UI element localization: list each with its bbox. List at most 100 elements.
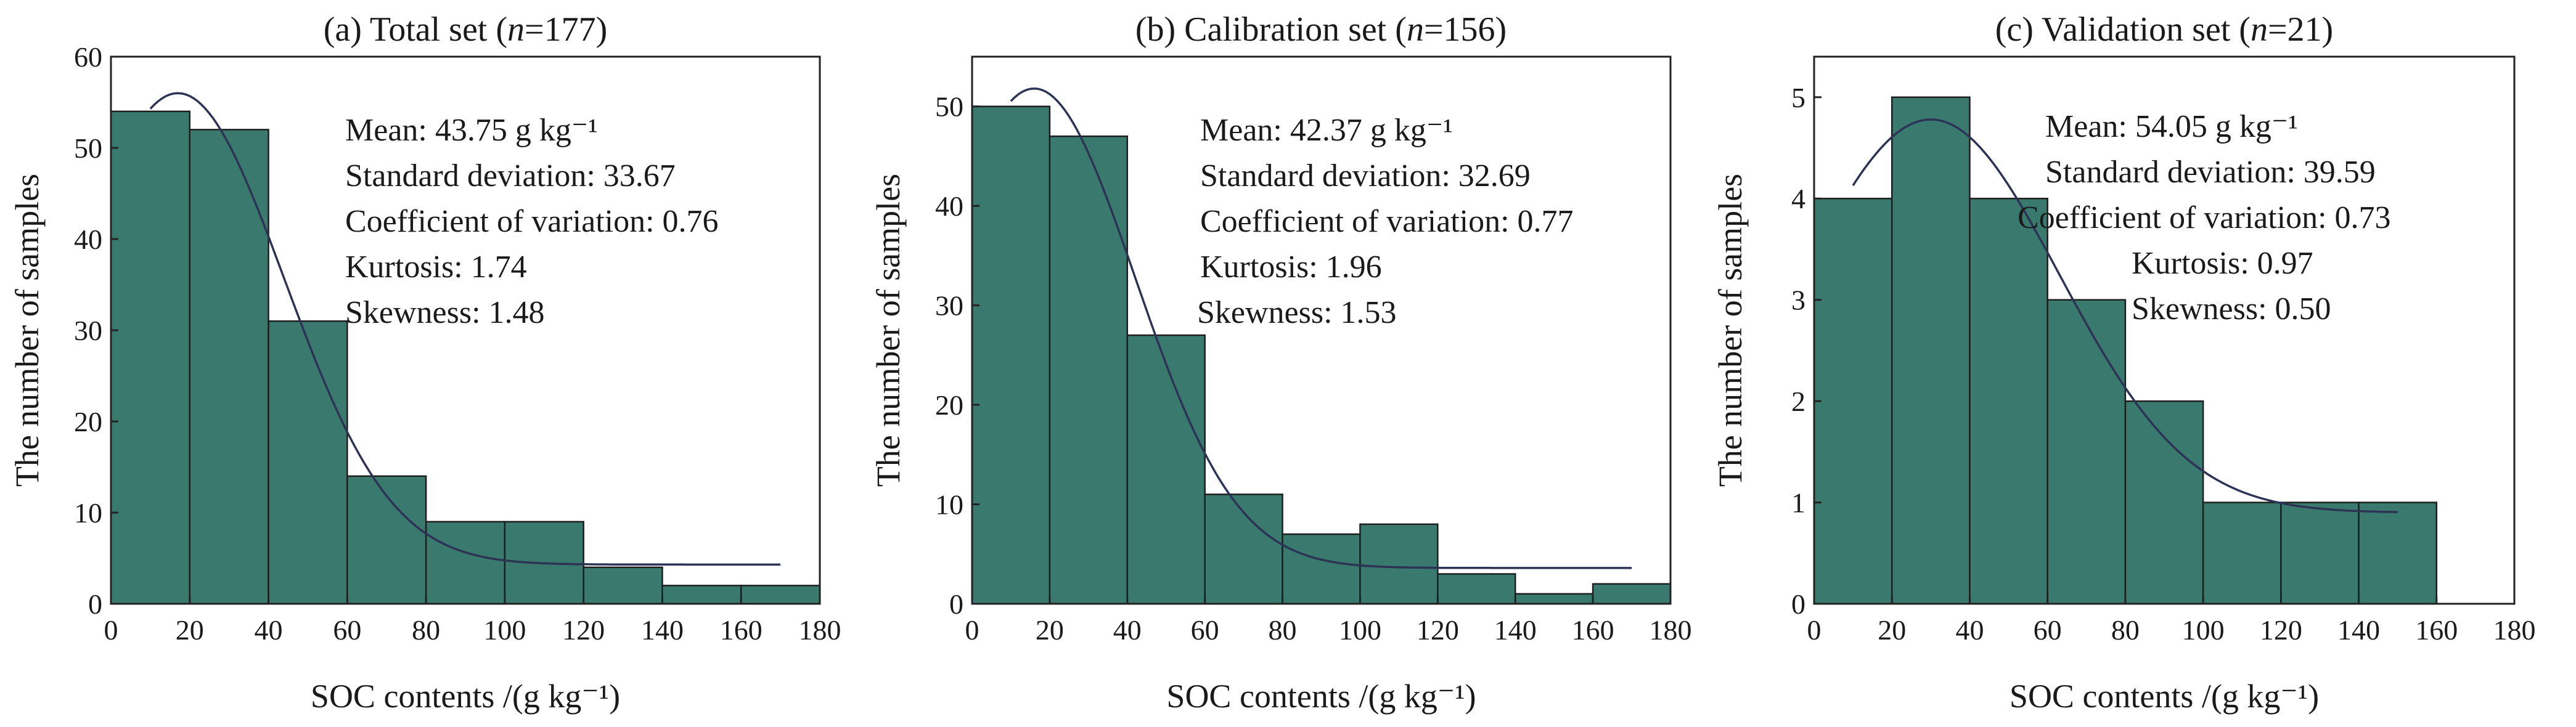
- x-tick-label: 60: [333, 614, 361, 646]
- x-tick-label: 60: [2034, 614, 2062, 646]
- histogram-bar: [268, 320, 348, 605]
- y-tick-label: 30: [935, 290, 963, 322]
- x-tick-label: 0: [965, 614, 979, 646]
- y-tick-label: 1: [1791, 487, 1805, 519]
- stat-annotation: Kurtosis: 0.97: [2132, 246, 2313, 281]
- x-tick-label: 100: [2182, 614, 2225, 646]
- stat-annotation: Coefficient of variation: 0.77: [1200, 204, 1574, 239]
- stat-annotation: Mean: 54.05 g kg⁻¹: [2045, 109, 2298, 144]
- stat-annotation: Mean: 43.75 g kg⁻¹: [345, 113, 598, 148]
- stat-annotation: Coefficient of variation: 0.73: [2018, 200, 2391, 235]
- chart-panel-2: 0 20 40 60 80 100 120 140 160 180 0 10 20 30 40 50 (b) C…: [870, 10, 1692, 715]
- chart-panel-3: 0 20 40 60 80 100 120 140 160 180 0 1 2 3 4 5 (c) Valida…: [1712, 10, 2536, 715]
- x-tick-label: 100: [1339, 614, 1381, 646]
- x-tick-label: 80: [412, 614, 440, 646]
- histogram-bar: [2124, 400, 2204, 605]
- histogram-bar: [1437, 573, 1516, 605]
- x-tick-label: 140: [2337, 614, 2380, 646]
- y-tick-label: 0: [1791, 588, 1805, 620]
- histogram-bar: [425, 521, 506, 605]
- y-tick-label: 5: [1791, 82, 1805, 113]
- fitted-distribution-curve: [149, 92, 781, 566]
- histogram-bar: [1891, 96, 1971, 605]
- plot-frame: [1813, 55, 2516, 605]
- histogram-bar: [661, 585, 742, 605]
- fitted-distribution-curve: [1852, 118, 2398, 513]
- histogram-bar: [1592, 583, 1672, 605]
- x-tick-label: 120: [562, 614, 605, 646]
- histogram-bar: [2202, 502, 2282, 605]
- x-axis-label: SOC contents /(g kg⁻¹): [2010, 678, 2319, 715]
- y-tick-label: 50: [74, 132, 102, 164]
- x-tick-label: 180: [799, 614, 841, 646]
- y-tick-label: 40: [935, 190, 963, 222]
- histogram-bar: [1514, 593, 1594, 605]
- histogram-bar: [1204, 493, 1283, 605]
- stat-annotation: Standard deviation: 39.59: [2045, 155, 2376, 190]
- x-tick-label: 20: [1878, 614, 1906, 646]
- histogram-bar: [1359, 523, 1439, 605]
- y-tick-label: 2: [1791, 386, 1805, 417]
- x-tick-label: 140: [1494, 614, 1537, 646]
- stat-annotation: Kurtosis: 1.96: [1200, 250, 1382, 285]
- x-tick-label: 60: [1191, 614, 1219, 646]
- x-tick-label: 160: [1572, 614, 1614, 646]
- y-axis-label: The number of samples: [9, 174, 46, 487]
- plot-frame: [971, 55, 1672, 605]
- x-tick-label: 140: [641, 614, 684, 646]
- y-tick-label: 0: [949, 588, 963, 620]
- y-tick-label: 0: [88, 588, 102, 620]
- y-axis-label: The number of samples: [870, 174, 907, 487]
- histogram-bar: [189, 129, 269, 605]
- x-tick-label: 0: [1807, 614, 1822, 646]
- x-tick-label: 40: [1955, 614, 1984, 646]
- histogram-bar: [2358, 502, 2438, 605]
- y-tick-label: 4: [1791, 183, 1805, 214]
- x-tick-label: 180: [2493, 614, 2536, 646]
- x-tick-label: 180: [1650, 614, 1692, 646]
- stat-annotation: Kurtosis: 1.74: [345, 250, 527, 285]
- y-tick-label: 10: [935, 489, 963, 521]
- x-tick-label: 40: [1113, 614, 1142, 646]
- fitted-distribution-curve: [1010, 87, 1632, 569]
- histogram-bar: [1049, 135, 1129, 605]
- y-tick-label: 40: [74, 224, 102, 255]
- x-tick-label: 160: [2415, 614, 2458, 646]
- y-tick-label: 10: [74, 497, 102, 529]
- histogram-bar: [110, 110, 191, 605]
- y-tick-label: 3: [1791, 285, 1805, 316]
- histogram-bar: [971, 105, 1051, 605]
- x-tick-label: 100: [483, 614, 526, 646]
- x-tick-label: 80: [1269, 614, 1297, 646]
- x-tick-label: 80: [2111, 614, 2140, 646]
- y-tick-label: 30: [74, 315, 102, 346]
- stat-annotation: Coefficient of variation: 0.76: [345, 204, 719, 239]
- x-tick-label: 0: [104, 614, 118, 646]
- x-tick-label: 20: [1036, 614, 1064, 646]
- x-tick-label: 20: [176, 614, 204, 646]
- stat-annotation: Mean: 42.37 g kg⁻¹: [1200, 113, 1453, 148]
- histogram-bar: [1126, 334, 1206, 605]
- x-tick-label: 40: [255, 614, 283, 646]
- stat-annotation: Skewness: 0.50: [2132, 291, 2331, 327]
- x-tick-label: 160: [720, 614, 763, 646]
- stat-annotation: Standard deviation: 33.67: [345, 158, 676, 193]
- x-axis-label: SOC contents /(g kg⁻¹): [311, 678, 620, 715]
- histogram-bar: [1813, 197, 1893, 605]
- stat-annotation: Skewness: 1.48: [345, 295, 545, 330]
- x-tick-label: 120: [1417, 614, 1459, 646]
- y-tick-label: 60: [74, 41, 102, 73]
- stat-annotation: Skewness: 1.53: [1197, 295, 1397, 330]
- histogram-bar: [740, 585, 821, 605]
- x-axis-label: SOC contents /(g kg⁻¹): [1166, 678, 1476, 715]
- y-tick-label: 20: [74, 406, 102, 437]
- histogram-bar: [2046, 299, 2127, 605]
- x-tick-label: 120: [2260, 614, 2302, 646]
- histogram-bar: [583, 566, 663, 605]
- histogram-bar: [2280, 502, 2360, 605]
- histogram-bar: [1282, 533, 1361, 605]
- y-tick-label: 50: [935, 91, 963, 123]
- y-axis-label: The number of samples: [1712, 174, 1749, 487]
- chart-title: (c) Validation set (n=21): [1995, 10, 2333, 49]
